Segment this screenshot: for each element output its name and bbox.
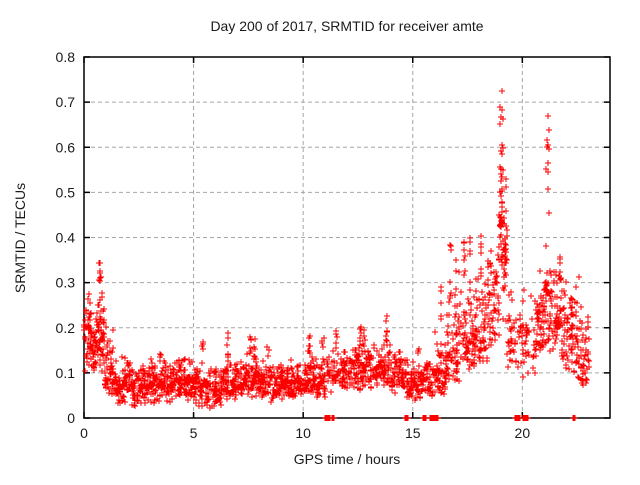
y-tick-label-0.4: 0.4 <box>56 230 76 246</box>
y-tick-labels: 0 0.1 0.2 0.3 0.4 0.5 0.6 0.7 0.8 <box>56 49 76 426</box>
x-tick-label-10: 10 <box>295 425 311 441</box>
y-tick-label-0.3: 0.3 <box>56 275 76 291</box>
grid-lines <box>84 57 610 418</box>
axis-tick-marks <box>83 56 610 419</box>
y-tick-label-0: 0 <box>67 410 75 426</box>
x-tick-label-15: 15 <box>405 425 421 441</box>
y-tick-label-0.8: 0.8 <box>56 49 76 65</box>
y-axis-label: SRMTID / TECUs <box>12 183 28 293</box>
chart-title: Day 200 of 2017, SRMTID for receiver amt… <box>210 18 483 34</box>
y-tick-label-0.6: 0.6 <box>56 139 76 155</box>
x-tick-label-20: 20 <box>515 425 531 441</box>
y-tick-label-0.1: 0.1 <box>56 365 76 381</box>
x-tick-labels: 0 5 10 15 20 <box>80 425 530 441</box>
y-tick-label-0.5: 0.5 <box>56 184 76 200</box>
x-tick-label-5: 5 <box>190 425 198 441</box>
y-tick-label-0.2: 0.2 <box>56 320 76 336</box>
x-axis-label: GPS time / hours <box>294 451 401 467</box>
scatter-points <box>81 88 592 421</box>
y-tick-label-0.7: 0.7 <box>56 94 76 110</box>
x-tick-label-0: 0 <box>80 425 88 441</box>
